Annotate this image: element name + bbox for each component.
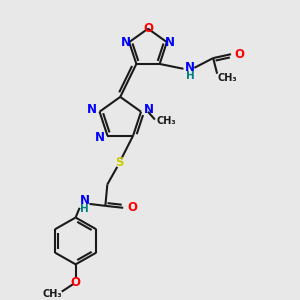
Text: O: O bbox=[143, 22, 153, 35]
Text: N: N bbox=[184, 61, 194, 74]
Text: O: O bbox=[127, 201, 137, 214]
Text: H: H bbox=[80, 204, 89, 214]
Text: H: H bbox=[186, 70, 195, 81]
Text: N: N bbox=[144, 103, 154, 116]
Text: CH₃: CH₃ bbox=[42, 289, 62, 298]
Text: O: O bbox=[234, 48, 244, 61]
Text: N: N bbox=[165, 36, 175, 49]
Text: CH₃: CH₃ bbox=[157, 116, 177, 127]
Text: N: N bbox=[121, 36, 131, 49]
Text: CH₃: CH₃ bbox=[217, 73, 237, 82]
Text: N: N bbox=[87, 103, 97, 116]
Text: O: O bbox=[70, 276, 81, 289]
Text: N: N bbox=[94, 131, 104, 144]
Text: N: N bbox=[80, 194, 89, 206]
Text: S: S bbox=[115, 157, 124, 169]
